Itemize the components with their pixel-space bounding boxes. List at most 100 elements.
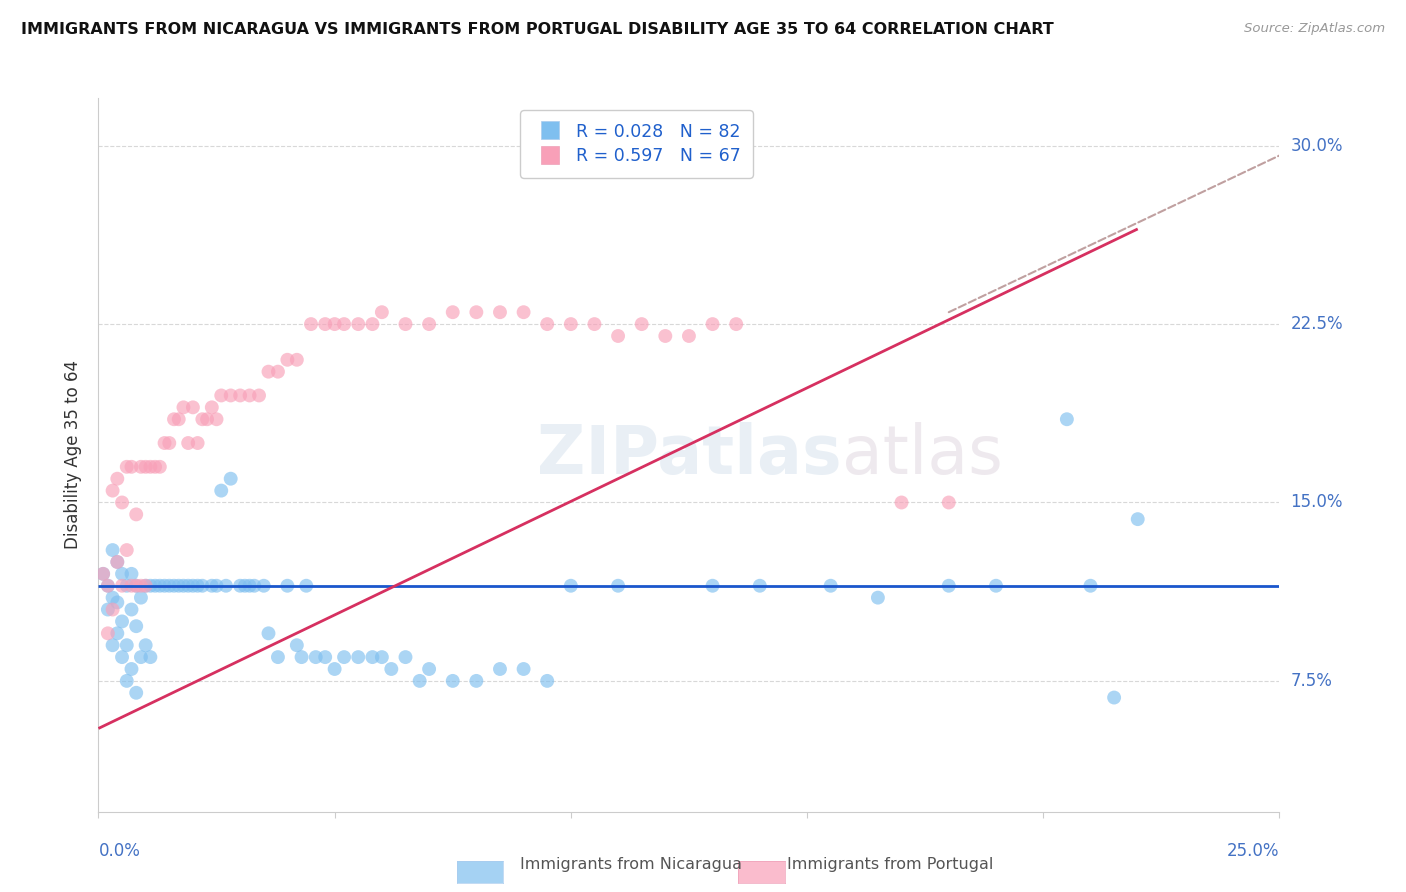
Point: [394, 650, 416, 665]
Point: [111, 566, 134, 581]
Point: [938, 495, 960, 509]
Point: [441, 305, 464, 319]
Point: [205, 579, 228, 593]
Point: [866, 591, 889, 605]
Point: [536, 673, 558, 688]
Point: [361, 317, 384, 331]
Point: [314, 650, 336, 665]
Point: [209, 388, 232, 402]
Point: [129, 650, 152, 665]
Point: [101, 638, 124, 652]
Point: [276, 352, 298, 367]
Text: Source: ZipAtlas.com: Source: ZipAtlas.com: [1244, 22, 1385, 36]
Point: [143, 579, 166, 593]
Point: [177, 579, 200, 593]
Point: [125, 579, 148, 593]
Point: [347, 650, 370, 665]
Point: [276, 579, 298, 593]
Point: [285, 638, 308, 652]
Point: [181, 401, 204, 415]
Point: [91, 566, 114, 581]
Point: [295, 579, 318, 593]
Point: [630, 317, 652, 331]
Point: [121, 602, 143, 616]
Point: [1056, 412, 1078, 426]
Point: [299, 317, 322, 331]
Point: [125, 508, 148, 522]
Point: [105, 555, 128, 569]
Point: [820, 579, 842, 593]
Point: [408, 673, 430, 688]
Y-axis label: Disability Age 35 to 64: Disability Age 35 to 64: [65, 360, 83, 549]
Point: [101, 483, 124, 498]
Point: [890, 495, 912, 509]
Point: [115, 579, 138, 593]
Point: [560, 579, 582, 593]
Text: atlas: atlas: [842, 422, 1004, 488]
Point: [267, 365, 290, 379]
Point: [984, 579, 1007, 593]
Point: [654, 329, 676, 343]
Point: [323, 317, 346, 331]
Point: [163, 579, 186, 593]
Point: [105, 626, 128, 640]
Point: [267, 650, 290, 665]
Point: [125, 619, 148, 633]
Point: [361, 650, 384, 665]
Point: [97, 602, 120, 616]
Point: [111, 615, 134, 629]
Point: [191, 579, 214, 593]
Point: [153, 436, 176, 450]
Point: [191, 412, 214, 426]
Point: [135, 579, 157, 593]
Point: [195, 412, 218, 426]
Point: [702, 317, 724, 331]
Point: [177, 436, 200, 450]
Point: [1080, 579, 1102, 593]
Point: [209, 483, 232, 498]
Point: [305, 650, 328, 665]
Point: [441, 673, 464, 688]
Point: [702, 579, 724, 593]
Point: [167, 412, 190, 426]
Point: [489, 305, 512, 319]
Point: [607, 329, 630, 343]
Point: [167, 579, 190, 593]
Point: [157, 436, 180, 450]
Point: [243, 579, 266, 593]
Point: [121, 566, 143, 581]
Point: [1126, 512, 1149, 526]
Point: [91, 566, 114, 581]
Point: [139, 579, 162, 593]
Point: [938, 579, 960, 593]
Point: [394, 317, 416, 331]
Text: 25.0%: 25.0%: [1227, 842, 1279, 860]
Point: [97, 626, 120, 640]
Point: [111, 495, 134, 509]
Point: [121, 662, 143, 676]
Point: [371, 305, 394, 319]
Point: [105, 472, 128, 486]
Point: [97, 579, 120, 593]
Point: [115, 543, 138, 558]
Point: [143, 459, 166, 474]
Point: [489, 662, 512, 676]
Point: [560, 317, 582, 331]
Point: [187, 436, 209, 450]
Point: [205, 412, 228, 426]
Point: [333, 650, 356, 665]
Point: [583, 317, 606, 331]
Point: [215, 579, 238, 593]
Point: [418, 317, 440, 331]
Point: [149, 579, 172, 593]
Point: [219, 472, 242, 486]
Point: [135, 579, 157, 593]
Text: Immigrants from Portugal: Immigrants from Portugal: [787, 857, 994, 872]
Point: [115, 638, 138, 652]
Point: [139, 459, 162, 474]
Text: Immigrants from Nicaragua: Immigrants from Nicaragua: [520, 857, 742, 872]
Point: [253, 579, 276, 593]
Point: [201, 579, 224, 593]
Point: [371, 650, 394, 665]
Point: [465, 673, 488, 688]
